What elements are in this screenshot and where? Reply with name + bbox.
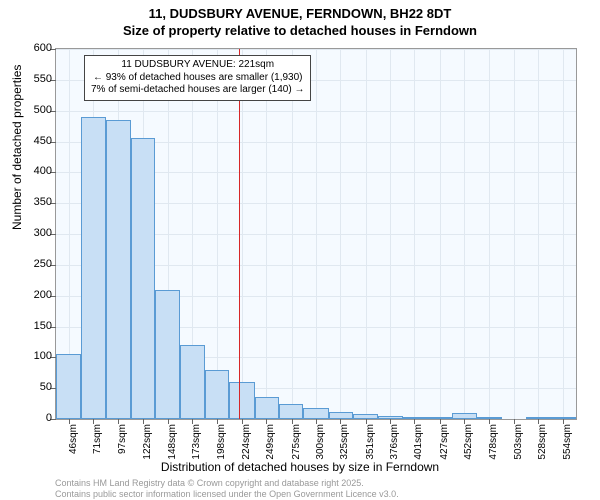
grid-line-v xyxy=(217,49,218,419)
y-tick-label: 250 xyxy=(12,258,52,270)
x-tick-label: 71sqm xyxy=(92,424,103,474)
x-tick-label: 46sqm xyxy=(68,424,79,474)
x-tick-label: 427sqm xyxy=(439,424,450,474)
chart-container: 11, DUDSBURY AVENUE, FERNDOWN, BH22 8DT … xyxy=(0,0,600,500)
y-tick-label: 600 xyxy=(12,42,52,54)
annotation-line-3: 7% of semi-detached houses are larger (1… xyxy=(91,84,304,97)
footer-line-2: Contains public sector information licen… xyxy=(55,489,399,500)
grid-line-v xyxy=(414,49,415,419)
grid-line-v xyxy=(563,49,564,419)
grid-line-v xyxy=(538,49,539,419)
x-tick-label: 401sqm xyxy=(413,424,424,474)
x-tick-label: 300sqm xyxy=(315,424,326,474)
histogram-bar xyxy=(131,138,155,419)
y-tick-label: 350 xyxy=(12,196,52,208)
histogram-bar xyxy=(81,117,105,419)
x-tick-label: 478sqm xyxy=(488,424,499,474)
y-tick-label: 100 xyxy=(12,350,52,362)
histogram-bar xyxy=(155,290,179,420)
grid-line-v xyxy=(366,49,367,419)
grid-line-v xyxy=(514,49,515,419)
histogram-bar xyxy=(452,413,476,419)
title-line-1: 11, DUDSBURY AVENUE, FERNDOWN, BH22 8DT xyxy=(0,6,600,23)
histogram-bar xyxy=(180,345,205,419)
y-tick-label: 150 xyxy=(12,320,52,332)
y-tick-label: 300 xyxy=(12,227,52,239)
annotation-line-1: 11 DUDSBURY AVENUE: 221sqm xyxy=(91,59,304,72)
histogram-bar xyxy=(106,120,131,419)
histogram-bar xyxy=(56,354,81,419)
histogram-bar xyxy=(255,397,279,419)
histogram-bar xyxy=(329,412,353,419)
x-tick-label: 122sqm xyxy=(142,424,153,474)
y-tick-label: 400 xyxy=(12,165,52,177)
grid-line-v xyxy=(340,49,341,419)
x-tick-label: 275sqm xyxy=(291,424,302,474)
grid-line-v xyxy=(292,49,293,419)
x-tick-label: 503sqm xyxy=(513,424,524,474)
reference-line xyxy=(239,49,240,419)
x-tick-label: 249sqm xyxy=(265,424,276,474)
grid-line-v xyxy=(242,49,243,419)
histogram-bar xyxy=(303,408,328,419)
x-tick-label: 376sqm xyxy=(389,424,400,474)
x-tick-label: 198sqm xyxy=(216,424,227,474)
grid-line-v xyxy=(316,49,317,419)
grid-line-v xyxy=(489,49,490,419)
grid-line-v xyxy=(464,49,465,419)
histogram-bar xyxy=(526,417,550,419)
x-tick-label: 148sqm xyxy=(167,424,178,474)
x-tick-label: 173sqm xyxy=(191,424,202,474)
x-tick-label: 554sqm xyxy=(562,424,573,474)
y-tick-label: 0 xyxy=(12,412,52,424)
x-tick-label: 351sqm xyxy=(365,424,376,474)
footer-attribution: Contains HM Land Registry data © Crown c… xyxy=(55,478,399,500)
reference-annotation: 11 DUDSBURY AVENUE: 221sqm ← 93% of deta… xyxy=(84,55,311,101)
title-line-2: Size of property relative to detached ho… xyxy=(0,23,600,40)
y-tick-label: 200 xyxy=(12,289,52,301)
grid-line-v xyxy=(440,49,441,419)
histogram-bar xyxy=(229,382,254,419)
y-tick-label: 500 xyxy=(12,104,52,116)
plot-area: 11 DUDSBURY AVENUE: 221sqm ← 93% of deta… xyxy=(55,48,577,420)
histogram-bar xyxy=(205,370,229,419)
x-tick-label: 528sqm xyxy=(537,424,548,474)
histogram-bar xyxy=(353,414,378,419)
annotation-line-2: ← 93% of detached houses are smaller (1,… xyxy=(91,72,304,85)
histogram-bar xyxy=(279,404,303,419)
y-tick-label: 450 xyxy=(12,135,52,147)
x-tick-label: 325sqm xyxy=(339,424,350,474)
grid-line-v xyxy=(390,49,391,419)
footer-line-1: Contains HM Land Registry data © Crown c… xyxy=(55,478,399,489)
x-tick-label: 452sqm xyxy=(463,424,474,474)
histogram-bar xyxy=(427,417,452,419)
histogram-bar xyxy=(477,417,502,419)
x-tick-label: 97sqm xyxy=(117,424,128,474)
y-tick-label: 550 xyxy=(12,73,52,85)
histogram-bar xyxy=(378,416,402,419)
x-tick-label: 224sqm xyxy=(241,424,252,474)
histogram-bar xyxy=(551,417,576,419)
histogram-bar xyxy=(403,417,427,419)
grid-line-v xyxy=(266,49,267,419)
y-tick-label: 50 xyxy=(12,381,52,393)
chart-title: 11, DUDSBURY AVENUE, FERNDOWN, BH22 8DT … xyxy=(0,0,600,40)
